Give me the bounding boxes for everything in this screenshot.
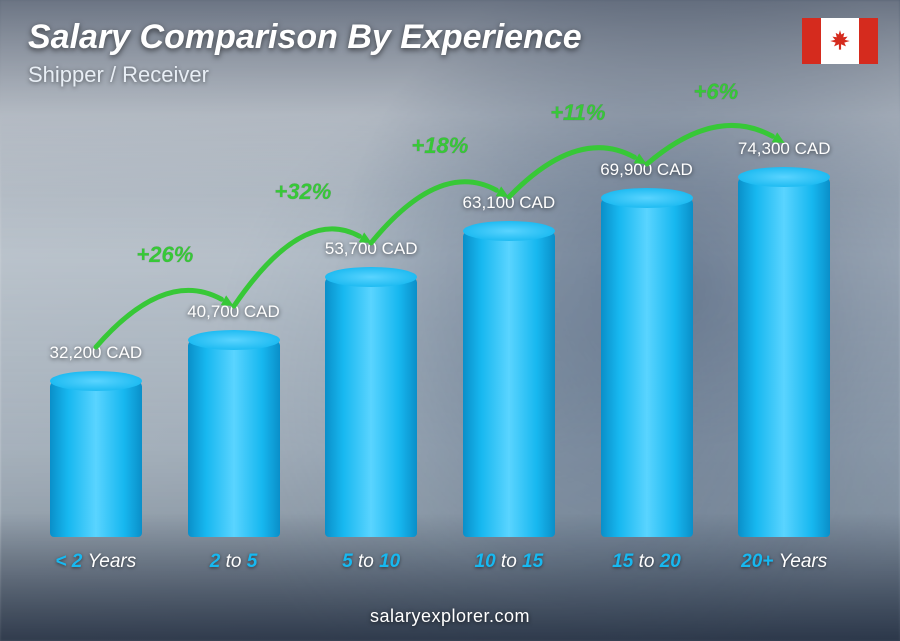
bar-face (188, 340, 280, 537)
bar-wrap: 69,900 CAD (589, 198, 705, 537)
x-axis-label: 2 to 5 (210, 551, 258, 573)
growth-pct-label: +26% (136, 246, 193, 267)
bar-face (463, 231, 555, 537)
bar-value-label: 32,200 CAD (26, 343, 166, 363)
bar-column: 74,300 CAD 20+ Years (726, 177, 842, 573)
bar-column: 69,900 CAD 15 to 20 (589, 198, 705, 573)
bar-wrap: 32,200 CAD (38, 381, 154, 537)
bar (325, 277, 417, 537)
x-axis-label: 10 to 15 (475, 551, 544, 573)
chart-title: Salary Comparison By Experience (28, 18, 582, 57)
bar-value-label: 63,100 CAD (439, 193, 579, 213)
x-axis-label: 20+ Years (741, 551, 827, 573)
bar (738, 177, 830, 537)
maple-leaf-icon (827, 28, 853, 54)
bar-face (325, 277, 417, 537)
bar-column: 32,200 CAD < 2 Years (38, 381, 154, 573)
bar-top (188, 330, 280, 350)
bar-top (325, 267, 417, 287)
bar-wrap: 74,300 CAD (726, 177, 842, 537)
bar-value-label: 69,900 CAD (577, 160, 717, 180)
bar-face (738, 177, 830, 537)
bar-top (463, 221, 555, 241)
flag-band-left (802, 18, 821, 64)
growth-pct-label: +32% (274, 183, 331, 204)
x-axis-label: < 2 Years (55, 551, 136, 573)
bar-value-label: 53,700 CAD (301, 239, 441, 259)
bar-face (50, 381, 142, 537)
bar-wrap: 53,700 CAD (313, 277, 429, 537)
bar-chart: 32,200 CAD < 2 Years 40,700 CAD 2 to 5 53,70… (38, 110, 842, 573)
bar-top (50, 371, 142, 391)
bar-column: 40,700 CAD 2 to 5 (176, 340, 292, 573)
flag-center (821, 18, 859, 64)
bar-column: 53,700 CAD 5 to 10 (313, 277, 429, 573)
bar (50, 381, 142, 537)
chart-subtitle: Shipper / Receiver (28, 62, 209, 88)
bar-top (738, 167, 830, 187)
footer-attribution: salaryexplorer.com (0, 606, 900, 627)
bar-wrap: 63,100 CAD (451, 231, 567, 537)
bar-value-label: 74,300 CAD (714, 139, 854, 159)
bar-face (601, 198, 693, 537)
bar-wrap: 40,700 CAD (176, 340, 292, 537)
bar-column: 63,100 CAD 10 to 15 (451, 231, 567, 573)
bar (601, 198, 693, 537)
flag-band-right (859, 18, 878, 64)
bar-top (601, 188, 693, 208)
x-axis-label: 15 to 20 (612, 551, 681, 573)
bar-value-label: 40,700 CAD (164, 302, 304, 322)
country-flag-canada (802, 18, 878, 64)
bar (463, 231, 555, 537)
growth-pct-label: +18% (412, 137, 469, 158)
bar (188, 340, 280, 537)
x-axis-label: 5 to 10 (342, 551, 400, 573)
